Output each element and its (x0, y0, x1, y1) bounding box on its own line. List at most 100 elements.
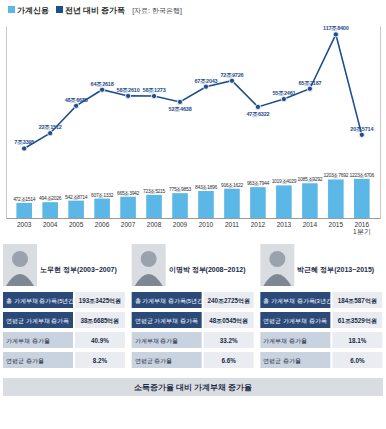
row-label-box (3, 332, 73, 348)
line-label: 20조5714 (350, 126, 374, 132)
x-tick-label-line: 2006 (95, 221, 110, 228)
bar (146, 195, 162, 218)
x-tick: 2012 (251, 218, 266, 228)
line-label: 48조6688 (65, 97, 88, 103)
row-label-box (132, 352, 202, 368)
row-label-box (3, 352, 73, 368)
line-marker (48, 131, 53, 136)
line-marker (333, 32, 338, 37)
bar-label: 472조1514 (13, 196, 36, 202)
x-tick-label-line: 2011 (225, 221, 239, 228)
row-value-box (75, 332, 125, 348)
row-value: 33.2% (220, 337, 238, 344)
bar (16, 203, 32, 218)
line-marker (74, 103, 79, 108)
bar (42, 202, 58, 218)
x-tick: 2014 (303, 218, 318, 228)
bar (328, 179, 344, 218)
bar (198, 191, 214, 218)
x-tick-label: 2011 (225, 221, 239, 228)
line-label: 72조9726 (220, 72, 243, 78)
row-value: 6.6% (221, 357, 236, 364)
row-value: 40.9% (91, 337, 109, 344)
line-marker (203, 84, 208, 89)
row-value: 6.0% (350, 357, 365, 364)
bar-label: 1203조7692 (324, 172, 349, 178)
bar-label: 494조2026 (39, 195, 62, 201)
x-axis: 2003200420052006200720082009201020112012… (7, 218, 381, 235)
row-label: 총 가계부채 증가폭(5년간) (135, 298, 205, 304)
row-value: 38조6685억원 (80, 317, 119, 325)
y-axis-line (6, 27, 7, 219)
row-label-box (3, 312, 73, 328)
line-label: 55조2461 (272, 90, 295, 96)
x-tick-label: 2004 (43, 221, 58, 228)
x-tick: 2007 (121, 218, 136, 228)
legend-label: 가계신용 (17, 6, 49, 15)
row-label: 연평균 증가율 (263, 358, 301, 364)
row-value-box (75, 312, 125, 328)
row-label: 총 가계부채 증가폭(5년간) (6, 298, 76, 304)
row-label-box (260, 312, 330, 328)
portrait-head (269, 251, 285, 267)
bar-label: 963조7944 (247, 180, 270, 186)
row-label: 가계부채 증가율 (135, 338, 179, 344)
x-tick-label-line: 2014 (303, 221, 318, 228)
bar-label: 1085조9292 (298, 176, 323, 182)
x-tick: 2015 (329, 218, 344, 228)
y-axis (6, 27, 7, 219)
bar-label: 542조8714 (65, 194, 88, 200)
bar (68, 201, 84, 218)
source: [자료: 한국은행] (132, 7, 182, 15)
row-label: 연평균 가계부채 증가폭 (135, 318, 198, 324)
bar (250, 187, 266, 218)
government-name: 노무현 정부(2003~2007) (40, 266, 117, 274)
y2-axis-line (380, 27, 381, 219)
line-marker (177, 99, 182, 104)
row-value: 48조0545억원 (209, 317, 248, 325)
row-label-box (260, 332, 330, 348)
legend: 가계신용전년 대비 증가폭[자료: 한국은행] (8, 6, 182, 15)
line-marker (99, 87, 104, 92)
bar-label: 1019조4029 (272, 178, 297, 184)
x-tick-label: 2015 (329, 221, 344, 228)
row-label: 가계부채 증가율 (263, 338, 307, 344)
row-value-box (332, 352, 382, 368)
x-tick: 2006 (95, 218, 110, 228)
footer: 소득증가율 대비 가계부채 증가율 (134, 383, 252, 392)
x-tick: 2010 (199, 218, 214, 228)
bar (120, 197, 136, 218)
portrait-frame (260, 244, 294, 286)
x-tick-label-line: 2008 (147, 221, 162, 228)
row-value-box (332, 292, 382, 308)
line-marker (151, 93, 156, 98)
line-label: 7조3395 (14, 139, 34, 145)
bar (354, 179, 370, 218)
x-tick: 2005 (69, 218, 84, 228)
bar-label: 916조1622 (221, 182, 244, 188)
bar-label: 723조5215 (143, 188, 166, 194)
bar (224, 189, 240, 218)
x-tick-label: 2012 (251, 221, 266, 228)
x-tick-label: 2010 (199, 221, 214, 228)
bar (276, 185, 292, 218)
line-marker (255, 104, 260, 109)
line-label: 52조4638 (169, 106, 192, 112)
line-label: 58조1273 (143, 87, 166, 93)
line-label: 64조2618 (91, 81, 114, 87)
row-value-box (204, 332, 254, 348)
row-label-box (260, 352, 330, 368)
line-marker (307, 86, 312, 91)
x-tick-label: 2005 (69, 221, 84, 228)
government: 박근혜 정부(2013~2015)총 가계부채 증가폭(3년간)184조587억… (260, 244, 382, 368)
row-value-box (332, 312, 382, 328)
x-tick: 2004 (43, 218, 58, 228)
line-label: 117조8400 (323, 25, 349, 31)
x-tick-label-line: 2015 (329, 221, 344, 228)
footer-band (3, 378, 383, 396)
x-tick-label: 2007 (121, 221, 136, 228)
x-tick-label-line: 2010 (199, 221, 214, 228)
line-marker (281, 96, 286, 101)
portrait-head (141, 251, 157, 267)
x-tick-label-line: 2013 (277, 221, 292, 228)
